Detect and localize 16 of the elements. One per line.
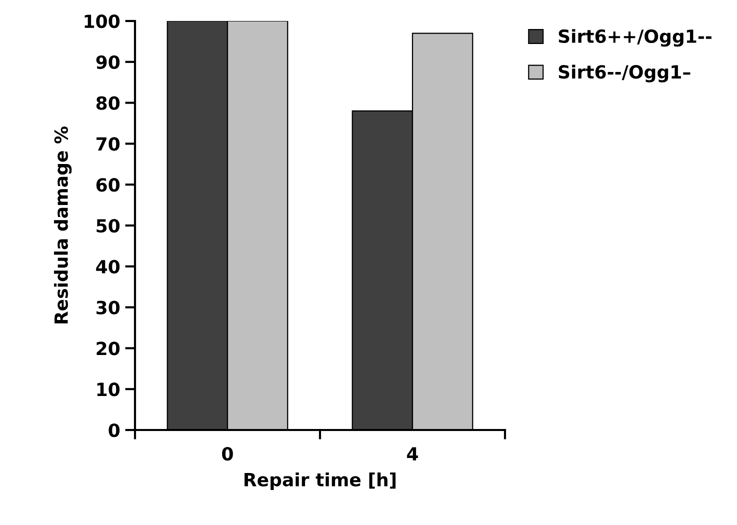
x-axis-title: Repair time [h] [244,472,396,490]
y-tick-label: 30 [96,300,120,314]
y-tick-label: 70 [96,137,120,151]
y-axis-title: Residula damage % [54,126,72,324]
y-tick-label: 40 [96,260,120,274]
y-tick-label: 80 [96,96,120,110]
y-tick-label: 60 [96,178,120,192]
legend-label: Sirt6--/Ogg1– [558,64,690,82]
y-tick-label: 90 [96,55,120,70]
x-tick-label: 4 [407,447,418,460]
legend-label: Sirt6++/Ogg1-- [558,29,712,47]
y-tick-label: 20 [96,342,120,356]
y-tick-label: 50 [96,218,120,233]
y-tick-label: 10 [97,382,120,396]
y-tick-label: 100 [84,14,120,28]
y-tick-label: 0 [108,423,120,438]
